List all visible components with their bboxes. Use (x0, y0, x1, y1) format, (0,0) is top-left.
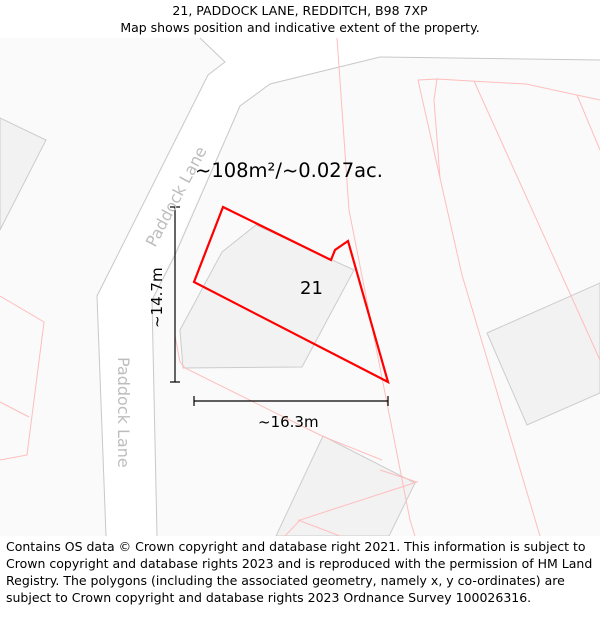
plot-number-label: 21 (300, 278, 323, 299)
parcel-boundaries (0, 38, 600, 536)
building-left-top (0, 117, 47, 231)
property-address: 21, PADDOCK LANE, REDDITCH, B98 7XP (172, 3, 428, 18)
road-edge-east (151, 56, 600, 536)
property-boundary[interactable] (192, 205, 390, 385)
road-edge-west (96, 38, 226, 536)
map-header: 21, PADDOCK LANE, REDDITCH, B98 7XP Map … (0, 0, 600, 40)
building-plot-21 (179, 224, 355, 369)
area-label: ~108m²/~0.027ac. (195, 159, 383, 182)
road-label-paddock-lane-vertical: Paddock Lane (114, 357, 133, 468)
width-measure-line (193, 396, 389, 406)
building-east (486, 282, 600, 426)
map-subtitle: Map shows position and indicative extent… (120, 20, 480, 35)
building-south (275, 435, 416, 536)
road-paddock-lane (97, 38, 600, 536)
copyright-notice: Contains OS data © Crown copyright and d… (6, 539, 593, 605)
width-measure-label: ~16.3m (258, 413, 319, 431)
height-measure-label: ~14.7m (148, 267, 166, 328)
height-measure-line (170, 206, 180, 383)
property-map[interactable]: ~108m²/~0.027ac. 21 ~14.7m ~16.3m Paddoc… (0, 38, 600, 536)
